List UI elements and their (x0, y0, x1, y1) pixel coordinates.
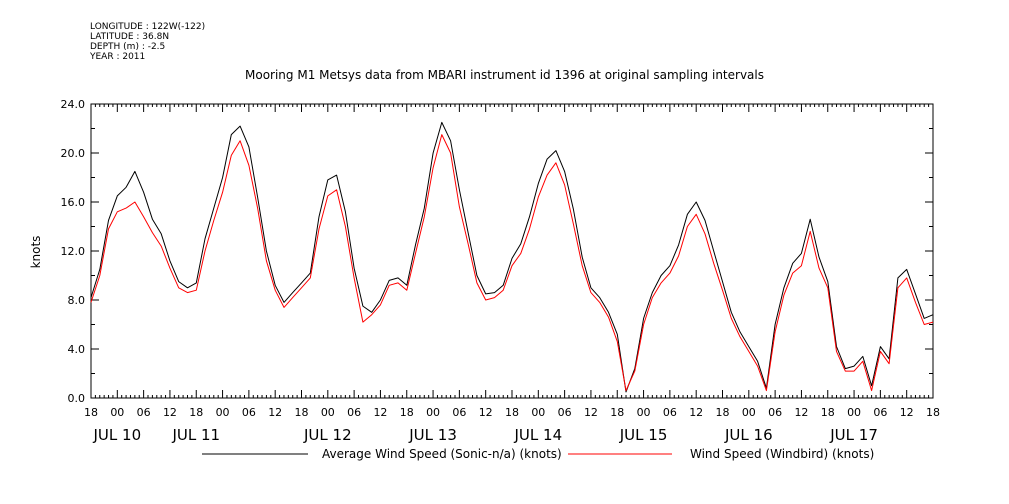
x-hour-label: 18 (505, 406, 519, 419)
axes: 0.0 4.0 8.0 12.0 16.0 20.0 24.0 18 00 06 12 18 00 06 1… (61, 98, 941, 444)
x-date-label: JUL 10 (93, 426, 142, 444)
y-tick-label: 4.0 (68, 343, 86, 356)
depth-label: DEPTH (m) : -2.5 (90, 42, 166, 52)
x-date-label: JUL 15 (619, 426, 668, 444)
x-hour-label: 06 (347, 406, 361, 419)
x-hour-label: 00 (216, 406, 230, 419)
x-date-label: JUL 17 (829, 426, 878, 444)
x-hour-label: 06 (137, 406, 151, 419)
x-date-label: JUL 12 (303, 426, 352, 444)
y-tick-label: 16.0 (61, 196, 86, 209)
series-line-1 (90, 134, 934, 392)
x-hour-label: 12 (900, 406, 914, 419)
chart-title: Mooring M1 Metsys data from MBARI instru… (245, 68, 764, 82)
x-hour-label: 06 (452, 406, 466, 419)
x-hour-label: 06 (663, 406, 677, 419)
x-hour-label: 18 (400, 406, 414, 419)
plot-frame (90, 103, 934, 399)
x-date-label: JUL 14 (514, 426, 563, 444)
x-hour-label: 18 (610, 406, 624, 419)
x-hour-label: 18 (821, 406, 835, 419)
x-hour-label: 00 (321, 406, 335, 419)
x-hour-label: 00 (637, 406, 651, 419)
x-hour-label: 18 (926, 406, 940, 419)
y-axis-label: knots (29, 236, 43, 269)
x-hour-label: 18 (84, 406, 98, 419)
legend-label-average: Average Wind Speed (Sonic-n/a) (knots) (322, 447, 562, 461)
x-hour-label: 00 (742, 406, 756, 419)
x-hour-label: 12 (794, 406, 808, 419)
x-hour-label: 12 (268, 406, 282, 419)
x-hour-label: 06 (558, 406, 572, 419)
x-hour-label: 00 (531, 406, 545, 419)
x-hour-label: 00 (847, 406, 861, 419)
y-tick-label: 8.0 (68, 294, 86, 307)
x-hour-label: 12 (373, 406, 387, 419)
x-date-label: JUL 16 (724, 426, 773, 444)
y-tick-label: 0.0 (68, 392, 86, 405)
x-date-label: JUL 13 (408, 426, 457, 444)
legend-label-windbird: Wind Speed (Windbird) (knots) (690, 447, 874, 461)
x-hour-label: 18 (716, 406, 730, 419)
legend: Average Wind Speed (Sonic-n/a) (knots) W… (202, 447, 874, 461)
x-hour-label: 00 (110, 406, 124, 419)
latitude-label: LATITUDE : 36.8N (90, 32, 170, 42)
y-tick-label: 12.0 (61, 245, 86, 258)
x-hour-label: 18 (295, 406, 309, 419)
x-hour-label: 12 (584, 406, 598, 419)
x-hour-label: 12 (479, 406, 493, 419)
x-date-label: JUL 11 (171, 426, 220, 444)
x-hour-label: 06 (873, 406, 887, 419)
x-hour-label: 18 (189, 406, 203, 419)
y-tick-label: 20.0 (61, 147, 86, 160)
series-line-0 (90, 121, 934, 393)
x-hour-label: 00 (426, 406, 440, 419)
y-tick-label: 24.0 (61, 98, 86, 111)
x-hour-label: 12 (163, 406, 177, 419)
x-hour-label: 06 (768, 406, 782, 419)
longitude-label: LONGITUDE : 122W(-122) (90, 22, 206, 32)
year-label: YEAR : 2011 (90, 52, 146, 62)
x-hour-label: 12 (689, 406, 703, 419)
series-layer (90, 121, 934, 393)
x-hour-label: 06 (242, 406, 256, 419)
axis-labels: knots (29, 236, 43, 269)
